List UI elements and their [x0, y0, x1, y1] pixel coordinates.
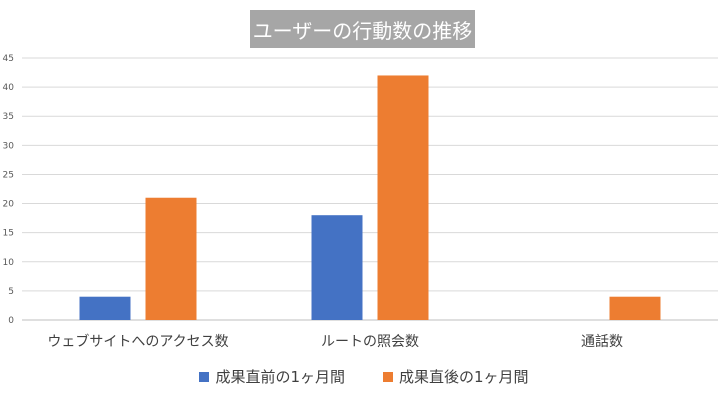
y-tick-label: 0	[8, 316, 14, 326]
bar-after	[609, 296, 661, 320]
bar-after	[145, 197, 197, 320]
chart-title: ユーザーの行動数の推移	[252, 18, 473, 43]
y-tick-label: 40	[3, 83, 15, 93]
chart-title-box: ユーザーの行動数の推移	[250, 10, 475, 48]
legend-label-after: 成果直後の1ヶ月間	[399, 368, 529, 386]
legend-item-before: 成果直前の1ヶ月間	[199, 366, 345, 387]
y-tick-label: 10	[3, 258, 15, 268]
y-tick-label: 5	[8, 287, 14, 297]
x-tick-label: 通話数	[581, 333, 623, 350]
bar-after	[377, 75, 429, 320]
y-tick-label: 35	[3, 112, 14, 122]
legend-item-after: 成果直後の1ヶ月間	[383, 366, 529, 387]
legend-swatch-after	[383, 371, 393, 382]
y-tick-label: 45	[3, 54, 14, 64]
y-tick-label: 15	[3, 229, 14, 239]
x-tick-label: ルートの照会数	[321, 334, 419, 350]
y-tick-label: 25	[3, 170, 14, 180]
x-tick-label: ウェブサイトへのアクセス数	[47, 333, 228, 350]
bar-before	[79, 296, 131, 320]
bar-before	[311, 215, 363, 320]
y-tick-label: 30	[3, 141, 15, 151]
y-tick-label: 20	[3, 200, 15, 210]
legend: 成果直前の1ヶ月間 成果直後の1ヶ月間	[0, 366, 728, 387]
legend-label-before: 成果直前の1ヶ月間	[215, 368, 345, 386]
legend-swatch-before	[199, 371, 210, 382]
